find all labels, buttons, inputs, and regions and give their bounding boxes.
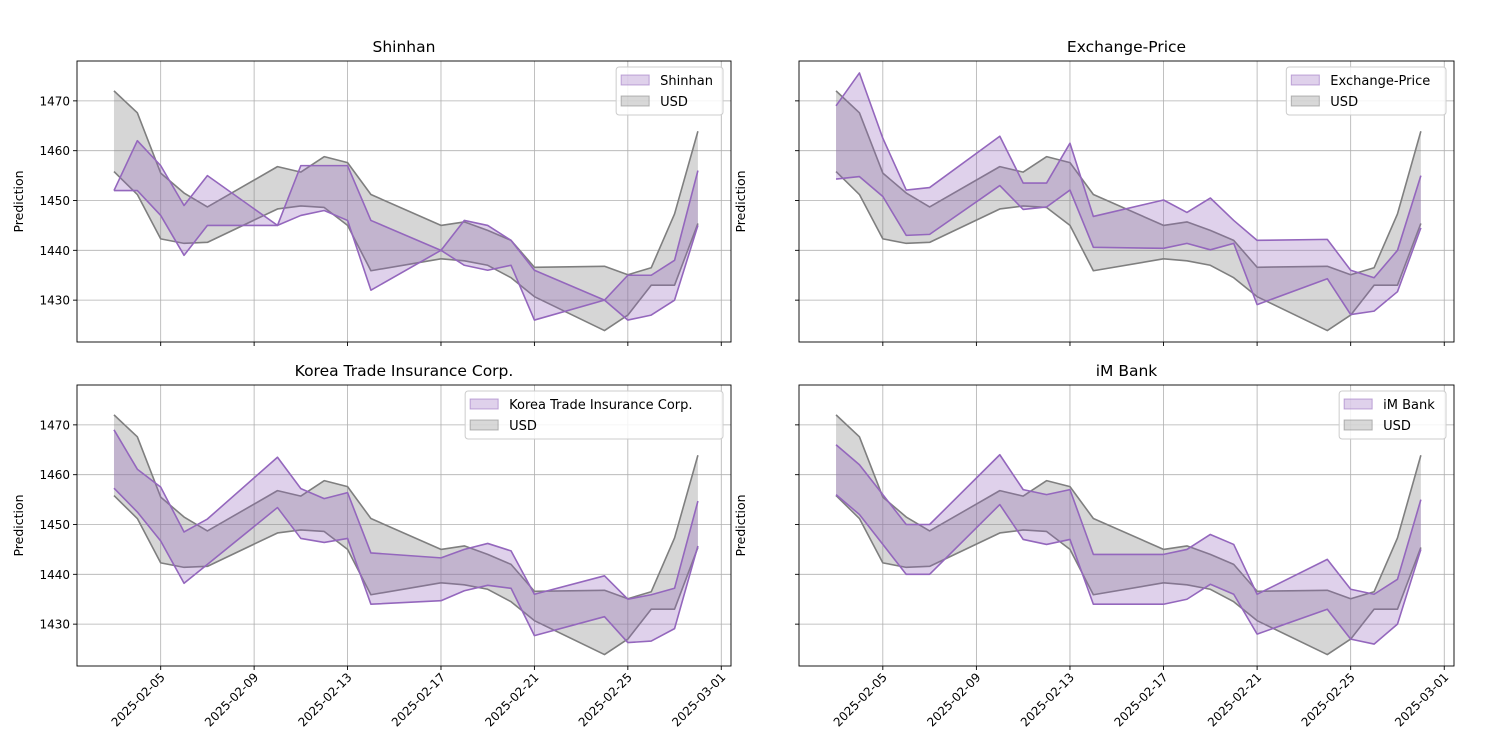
band-upper-line [113,90,699,276]
legend-label: Korea Trade Insurance Corp. [509,398,692,413]
axes-frame [76,60,732,343]
band-lower-line [113,495,699,656]
y-axis-label: Prediction [733,170,748,232]
x-tick-label: 2025-02-05 [831,670,890,729]
subplot-1: 1430 1440 1450 1460 1470 Shinhan Prediction Shi… [11,38,732,346]
band-lower-line [835,495,1422,656]
x-tick-label: 2025-02-13 [1018,670,1077,729]
legend-swatch-usd [1290,95,1320,107]
x-tick-label: 2025-02-17 [389,670,448,729]
legend-label: USD [1383,419,1411,434]
band-upper-line [113,429,699,601]
subplot-title: iM Bank [1096,362,1158,380]
y-tick-label: 1430 [39,618,70,632]
band-upper-line [835,414,1422,600]
legend-label: USD [1330,95,1358,110]
legend-label: Exchange-Price [1330,74,1430,89]
y-axis-label: Prediction [11,494,26,556]
x-tick-label: 2025-02-13 [295,670,354,729]
x-tick-label: 2025-02-25 [1299,670,1358,729]
y-axis-label: Prediction [11,170,26,232]
band-upper-line [835,444,1422,596]
x-tick-label: 2025-02-21 [482,670,541,729]
y-tick-label: 1440 [39,244,70,258]
axes-frame [798,384,1455,667]
y-tick-label: 1440 [39,568,70,582]
band-upper-line [113,139,699,301]
band-lower-line [113,487,699,644]
x-tick-label: 2025-02-09 [924,670,983,729]
y-tick-label: 1460 [39,144,70,158]
band-lower-line [113,189,699,321]
legend-swatch-usd [620,95,650,107]
legend-label: iM Bank [1383,398,1435,413]
legend-box [1338,390,1447,440]
subplot-4: 2025-02-05 2025-02-09 2025-02-13 2025-02-17… [733,362,1455,729]
axes-frame [76,384,732,667]
x-tick-label: 2025-02-05 [109,670,168,729]
legend: iM Bank USD [1338,390,1447,440]
band-upper-line [835,90,1422,276]
legend: Shinhan USD [615,66,724,116]
legend-swatch-shinhan [620,74,650,86]
legend-label: USD [509,419,537,434]
subplot-2: Exchange-Price Prediction Exchange-Price US… [733,38,1455,346]
band-lower-line [835,175,1422,316]
legend-swatch-usd [1343,419,1373,431]
legend-swatch-usd [469,419,499,431]
y-axis-label: Prediction [733,494,748,556]
band-upper-line [113,414,699,600]
subplot-title: Korea Trade Insurance Corp. [295,362,514,380]
legend-swatch-korea-trade-insurance-corp- [469,398,499,410]
y-tick-label: 1470 [39,94,70,108]
legend-label: USD [660,95,688,110]
x-tick-label: 2025-03-01 [669,670,728,729]
band-fill-korea-trade-insurance-corp- [113,429,698,643]
subplot-3: 1430 1440 1450 1460 1470 2025-02-05 2025-02-09… [11,362,732,729]
axes-frame [798,60,1455,343]
legend-label: Shinhan [660,74,713,89]
band-fill-shinhan [113,140,698,321]
band-upper-line [835,72,1422,279]
band-lower-line [835,171,1422,332]
subplot-title: Exchange-Price [1067,38,1186,56]
x-tick-label: 2025-02-09 [202,670,261,729]
y-tick-label: 1430 [39,294,70,308]
band-lower-line [835,494,1422,645]
x-tick-label: 2025-02-17 [1111,670,1170,729]
x-tick-label: 2025-03-01 [1392,670,1451,729]
x-tick-label: 2025-02-21 [1205,670,1264,729]
band-fill-im-bank [836,444,1421,645]
legend: Exchange-Price USD [1285,66,1447,116]
subplot-title: Shinhan [373,38,436,56]
legend-box [615,66,724,116]
legend-box [1285,66,1447,116]
y-tick-label: 1470 [39,418,70,432]
y-tick-label: 1460 [39,468,70,482]
legend-box [464,390,724,440]
y-tick-label: 1450 [39,194,70,208]
legend: Korea Trade Insurance Corp. USD [464,390,724,440]
x-tick-label: 2025-02-25 [576,670,635,729]
band-fill-exchange-price [836,72,1421,315]
legend-swatch-im-bank [1343,398,1373,410]
y-tick-label: 1450 [39,518,70,532]
legend-swatch-exchange-price [1290,74,1320,86]
